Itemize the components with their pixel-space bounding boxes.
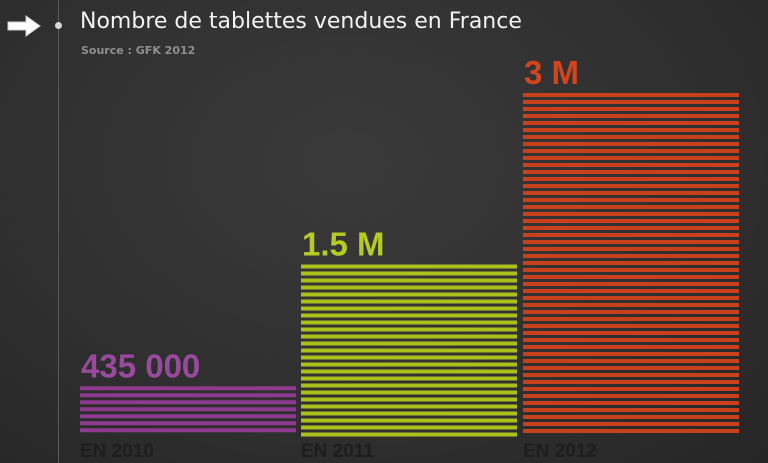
- bar-stripe: [301, 355, 517, 360]
- bar-stripe: [301, 432, 517, 437]
- bar-stripe: [523, 415, 739, 419]
- bar-stripe: [523, 429, 739, 433]
- bullet-dot-icon: [55, 22, 62, 29]
- bar-stripe: [301, 327, 517, 332]
- bar-stripe: [301, 362, 517, 367]
- bar-stripe: [523, 401, 739, 405]
- bar-stripe: [523, 275, 739, 279]
- bar-stripe: [523, 422, 739, 426]
- bar-stripe: [301, 376, 517, 381]
- bar-stripe: [523, 373, 739, 377]
- bar-stripe: [523, 135, 739, 139]
- bar-stripe: [523, 303, 739, 307]
- bar-en-2010: [80, 386, 296, 433]
- bar-stripe: [523, 198, 739, 202]
- bar-stripe: [523, 324, 739, 328]
- bar-stripe: [523, 387, 739, 391]
- bar-stripe: [80, 400, 296, 405]
- bar-stripe: [523, 254, 739, 258]
- bar-stripe: [523, 352, 739, 356]
- bar-stripe: [523, 93, 739, 97]
- chart-source: Source : GFK 2012: [81, 44, 196, 57]
- bar-stripe: [523, 331, 739, 335]
- bar-stripe: [80, 407, 296, 412]
- value-label: 3 M: [524, 54, 579, 91]
- category-label: EN 2010: [80, 441, 154, 462]
- bar-stripe: [301, 369, 517, 374]
- bar-en-2012: [523, 93, 739, 433]
- bar-stripe: [523, 289, 739, 293]
- bar-stripe: [523, 226, 739, 230]
- bar-stripe: [523, 163, 739, 167]
- bar-en-2011: [301, 264, 517, 437]
- bar-stripe: [523, 107, 739, 111]
- bar-stripe: [301, 306, 517, 311]
- bar-stripe: [523, 310, 739, 314]
- bar-stripe: [523, 261, 739, 265]
- timeline-line: [58, 0, 59, 463]
- bar-stripe: [80, 421, 296, 426]
- bar-stripe: [523, 205, 739, 209]
- bar-stripe: [523, 359, 739, 363]
- bar-stripe: [301, 348, 517, 353]
- category-label: EN 2011: [301, 441, 374, 462]
- bar-stripe: [523, 128, 739, 132]
- bar-stripe: [523, 380, 739, 384]
- chart-title: Nombre de tablettes vendues en France: [80, 9, 522, 34]
- bar-stripe: [301, 341, 517, 346]
- bar-stripe: [523, 282, 739, 286]
- bar-stripe: [523, 247, 739, 251]
- bar-stripe: [301, 264, 517, 269]
- bar-stripe: [301, 397, 517, 402]
- bar-stripe: [301, 299, 517, 304]
- bar-stripe: [523, 170, 739, 174]
- bar-stripe: [301, 411, 517, 416]
- bar-stripe: [523, 184, 739, 188]
- bar-stripe: [523, 121, 739, 125]
- bar-stripe: [80, 414, 296, 419]
- bar-stripe: [523, 366, 739, 370]
- bar-stripe: [523, 212, 739, 216]
- bar-stripe: [301, 285, 517, 290]
- bar-stripe: [523, 233, 739, 237]
- bar-stripe: [523, 142, 739, 146]
- bar-stripe: [523, 296, 739, 300]
- bar-stripe: [301, 334, 517, 339]
- bar-stripe: [523, 100, 739, 104]
- value-label: 1.5 M: [302, 226, 385, 263]
- bar-stripe: [523, 268, 739, 272]
- bar-stripe: [301, 278, 517, 283]
- bar-stripe: [301, 292, 517, 297]
- bar-stripe: [301, 425, 517, 430]
- bar-stripe: [523, 345, 739, 349]
- bar-stripe: [523, 408, 739, 412]
- bar-stripe: [523, 394, 739, 398]
- bar-stripe: [523, 149, 739, 153]
- bar-stripe: [301, 390, 517, 395]
- bar-stripe: [301, 418, 517, 423]
- category-label: EN 2012: [523, 441, 597, 462]
- bar-stripe: [523, 156, 739, 160]
- bar-stripe: [301, 271, 517, 276]
- bar-stripe: [301, 313, 517, 318]
- bar-stripe: [523, 240, 739, 244]
- bar-stripe: [523, 177, 739, 181]
- value-label: 435 000: [81, 347, 200, 384]
- bar-stripe: [523, 338, 739, 342]
- bar-stripe: [301, 320, 517, 325]
- bar-stripe: [301, 404, 517, 409]
- bar-stripe: [80, 386, 296, 391]
- bar-stripe: [301, 383, 517, 388]
- bar-stripe: [523, 317, 739, 321]
- bar-stripe: [523, 219, 739, 223]
- bar-stripe: [523, 114, 739, 118]
- arrow-right-icon: [7, 15, 41, 37]
- bar-stripe: [80, 393, 296, 398]
- bar-stripe: [80, 428, 296, 433]
- bar-stripe: [523, 191, 739, 195]
